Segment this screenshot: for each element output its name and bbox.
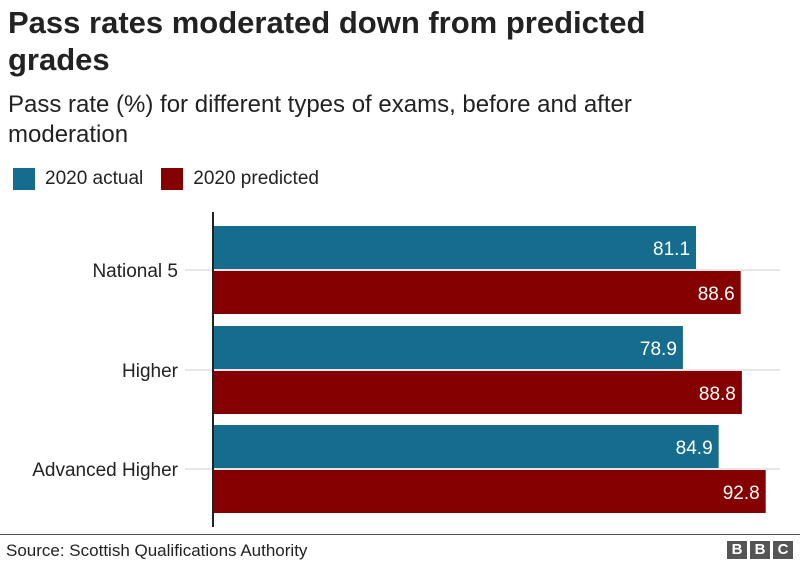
data-label: 78.9 xyxy=(640,339,677,360)
legend-swatch xyxy=(161,168,184,190)
source-note: Source: Scottish Qualifications Authorit… xyxy=(6,541,308,560)
legend: 2020 actual 2020 predicted xyxy=(13,168,337,190)
category-label: National 5 xyxy=(92,261,178,282)
data-label: 81.1 xyxy=(653,239,690,260)
legend-item-actual: 2020 actual xyxy=(13,168,143,190)
data-label: 92.8 xyxy=(723,483,760,504)
legend-item-predicted: 2020 predicted xyxy=(161,168,319,190)
bar-actual xyxy=(213,326,683,369)
chart-subtitle: Pass rate (%) for different types of exa… xyxy=(8,91,632,148)
legend-swatch xyxy=(13,168,35,190)
bar-predicted xyxy=(213,470,766,513)
bar-actual xyxy=(213,425,719,468)
legend-label: 2020 actual xyxy=(45,168,144,189)
category-label: Higher xyxy=(122,361,179,382)
bar-predicted xyxy=(213,371,742,414)
data-label: 84.9 xyxy=(676,438,713,459)
category-label: Advanced Higher xyxy=(32,460,178,481)
footer-divider xyxy=(0,534,800,535)
bar-predicted xyxy=(213,271,741,314)
legend-label: 2020 predicted xyxy=(193,168,319,189)
chart-title: Pass rates moderated down from predicted… xyxy=(8,5,646,77)
data-label: 88.8 xyxy=(699,384,736,405)
data-label: 88.6 xyxy=(698,284,735,305)
bar-actual xyxy=(213,226,697,269)
